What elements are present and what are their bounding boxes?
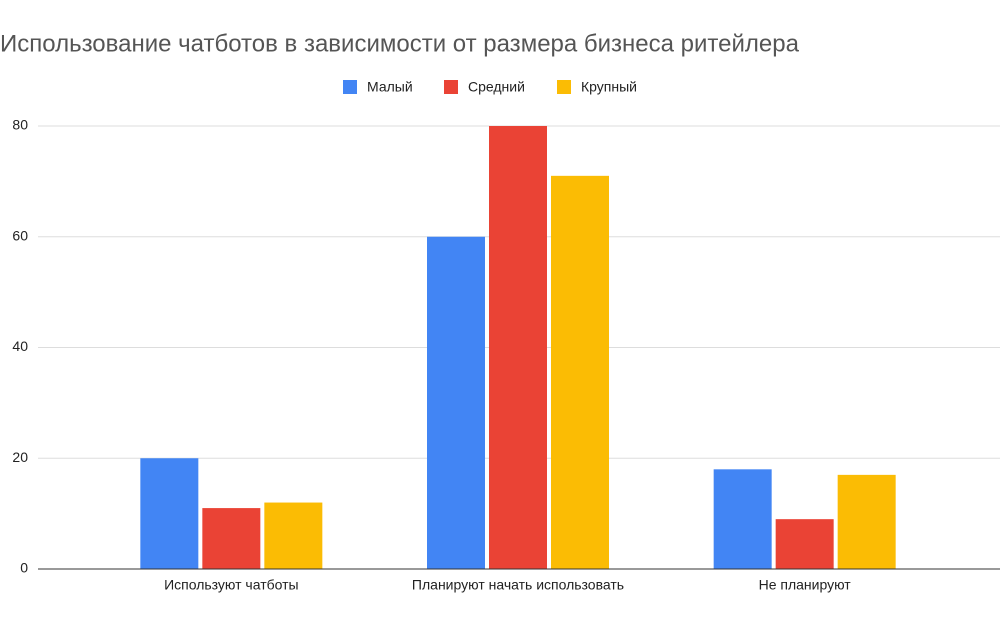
bar [264,502,323,569]
x-tick-label: Планируют начать использовать [412,577,624,593]
chart-title: Использование чатботов в зависимости от … [0,30,800,57]
legend-swatch [557,80,571,94]
legend-swatch [343,80,357,94]
y-tick-label: 60 [12,227,28,243]
y-tick-label: 40 [12,338,28,354]
bar [489,126,547,569]
y-tick-label: 20 [12,449,28,465]
legend-label: Средний [468,79,525,95]
bar [551,175,609,569]
legend-swatch [444,80,458,94]
legend-label: Малый [367,79,413,95]
bar [202,508,261,569]
bar [837,474,896,569]
y-tick-label: 80 [12,117,28,133]
legend-label: Крупный [581,79,637,95]
x-tick-label: Используют чатботы [164,577,299,593]
bar [140,458,199,569]
x-tick-label: Не планируют [759,577,852,593]
bar [713,469,772,569]
bar [775,519,834,569]
y-tick-label: 0 [20,560,28,576]
bar [427,236,485,569]
